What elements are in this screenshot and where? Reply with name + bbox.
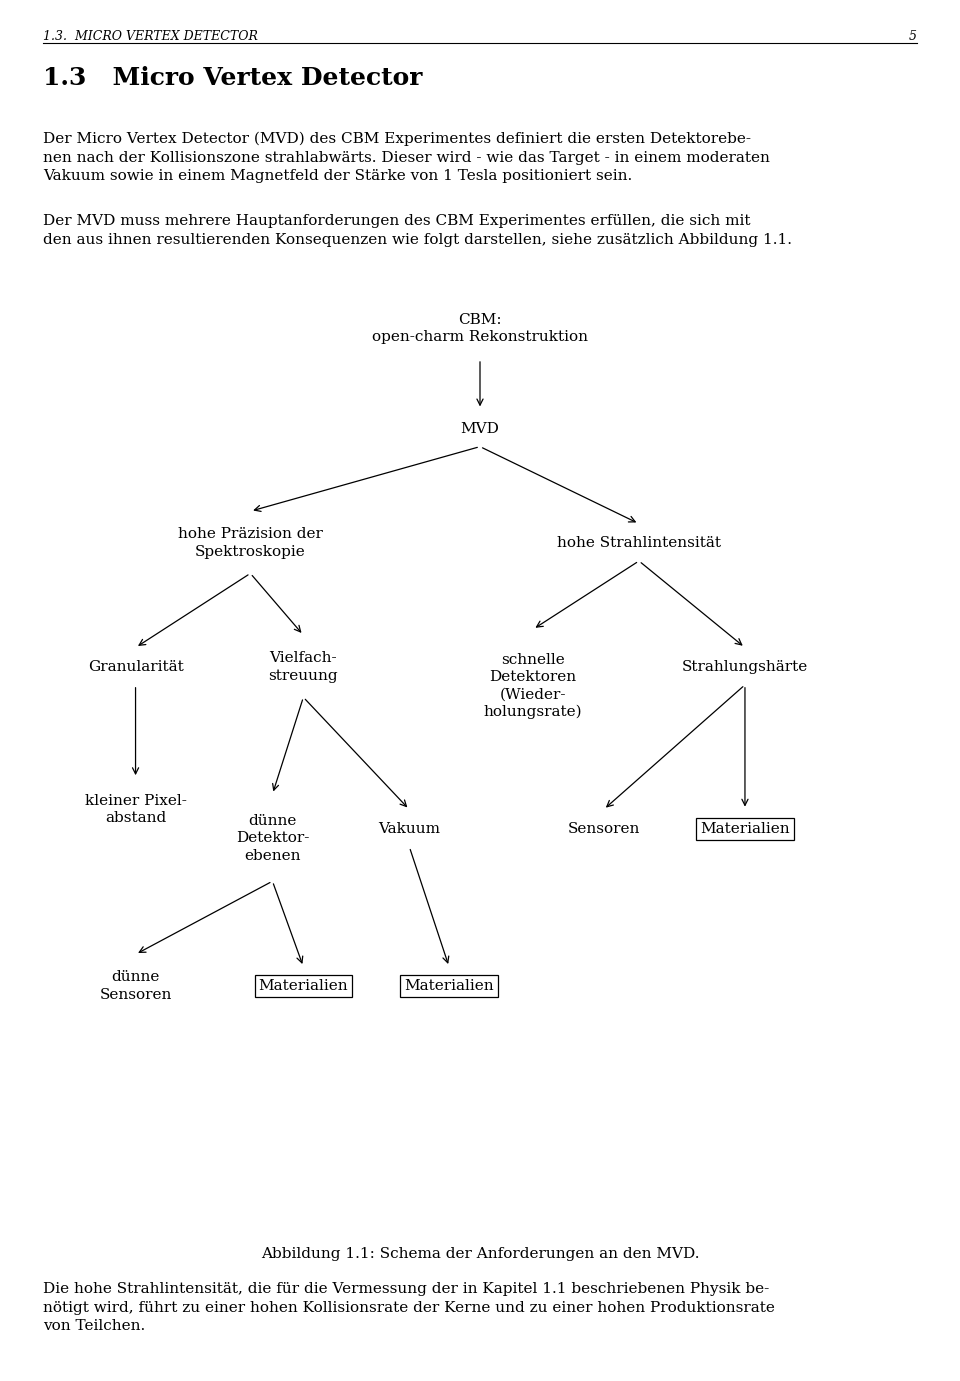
Text: Die hohe Strahlintensität, die für die Vermessung der in Kapitel 1.1 beschrieben: Die hohe Strahlintensität, die für die V…: [43, 1282, 775, 1334]
Text: kleiner Pixel-
abstand: kleiner Pixel- abstand: [84, 794, 186, 826]
Text: Materialien: Materialien: [700, 822, 790, 836]
Text: Der Micro Vertex Detector (MVD) des CBM Experimentes definiert die ersten Detekt: Der Micro Vertex Detector (MVD) des CBM …: [43, 131, 770, 184]
Text: 5: 5: [909, 30, 917, 43]
Text: Vielfach-
streuung: Vielfach- streuung: [269, 652, 338, 682]
Text: CBM:
open-charm Rekonstruktion: CBM: open-charm Rekonstruktion: [372, 313, 588, 344]
Text: hohe Strahlintensität: hohe Strahlintensität: [557, 536, 721, 550]
Text: Strahlungshärte: Strahlungshärte: [682, 660, 808, 674]
Text: schnelle
Detektoren
(Wieder-
holungsrate): schnelle Detektoren (Wieder- holungsrate…: [484, 653, 583, 720]
Text: MVD: MVD: [461, 421, 499, 435]
Text: dünne
Sensoren: dünne Sensoren: [100, 971, 172, 1001]
Text: Der MVD muss mehrere Hauptanforderungen des CBM Experimentes erfüllen, die sich : Der MVD muss mehrere Hauptanforderungen …: [43, 214, 792, 247]
Text: dünne
Detektor-
ebenen: dünne Detektor- ebenen: [236, 815, 309, 863]
Text: Granularität: Granularität: [87, 660, 183, 674]
Text: Materialien: Materialien: [404, 979, 493, 993]
Text: 1.3   Micro Vertex Detector: 1.3 Micro Vertex Detector: [43, 66, 422, 90]
Text: Sensoren: Sensoren: [567, 822, 639, 836]
Text: hohe Präzision der
Spektroskopie: hohe Präzision der Spektroskopie: [178, 528, 323, 559]
Text: Abbildung 1.1: Schema der Anforderungen an den MVD.: Abbildung 1.1: Schema der Anforderungen …: [261, 1247, 699, 1261]
Text: 1.3.  MICRO VERTEX DETECTOR: 1.3. MICRO VERTEX DETECTOR: [43, 30, 258, 43]
Text: Vakuum: Vakuum: [378, 822, 441, 836]
Text: Materialien: Materialien: [258, 979, 348, 993]
